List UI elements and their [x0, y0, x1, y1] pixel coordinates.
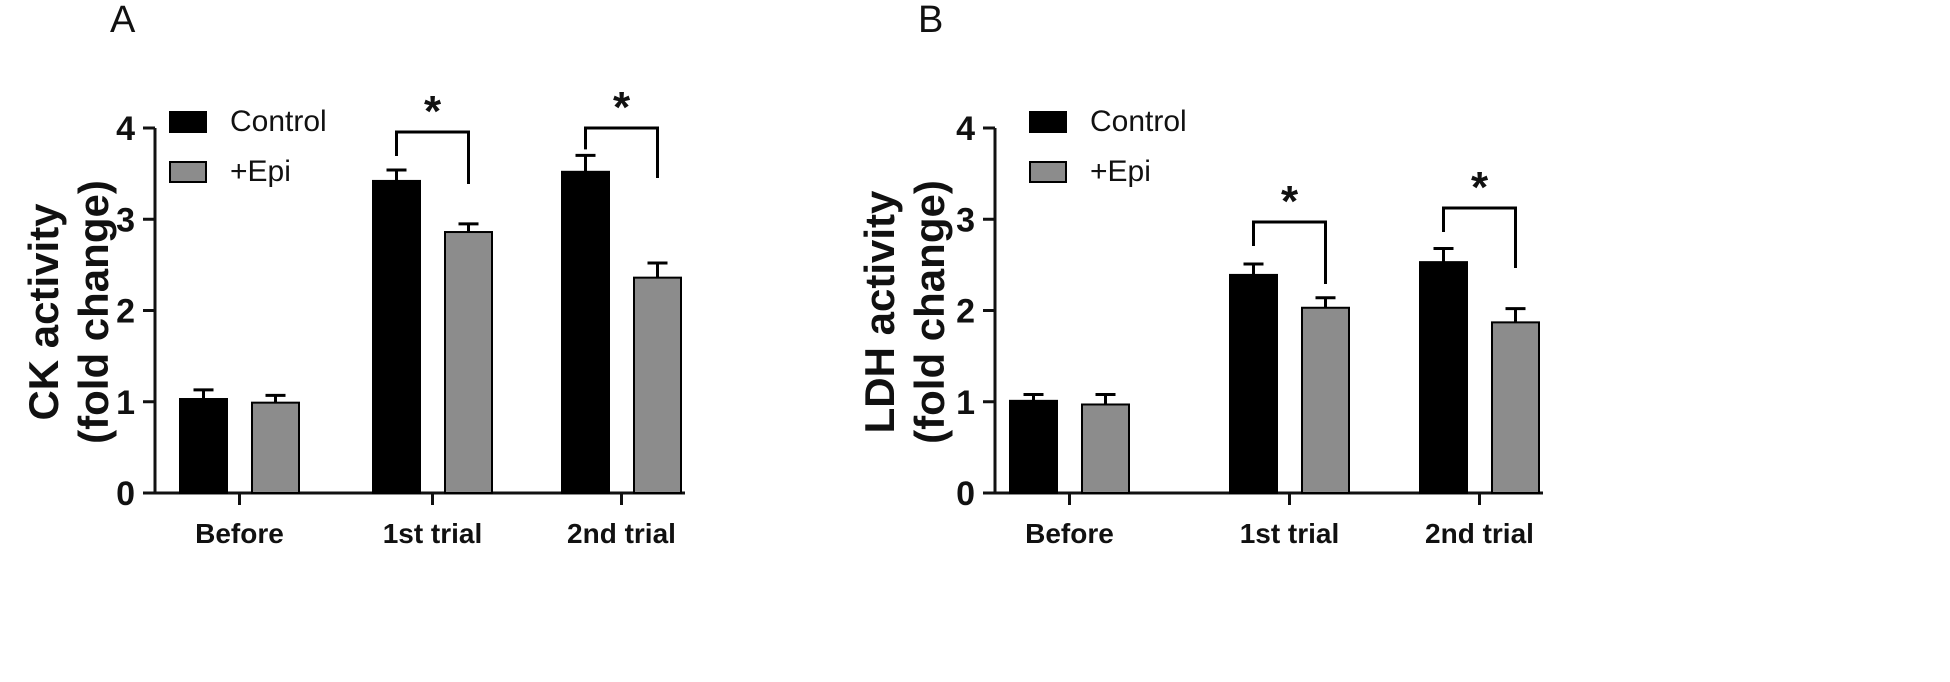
- axes: 0 1 2 3 4 Before 1st trial 2nd trial: [116, 110, 685, 549]
- significance-bracket: [1252, 220, 1327, 284]
- significance-markers: * *: [1252, 163, 1517, 284]
- y-axis-label-line2: (fold change): [906, 180, 953, 444]
- bar-epi: [1491, 321, 1540, 494]
- y-axis-label-line1: CK activity: [20, 203, 67, 421]
- error-bars: [193, 153, 668, 403]
- significance-star: *: [613, 83, 631, 132]
- panel-b: B LDH activity (fold change) 0 1 2 3 4 Before…: [856, 0, 1543, 549]
- bar-control: [1229, 273, 1278, 494]
- significance-star: *: [1471, 163, 1489, 212]
- legend-swatch: [1029, 161, 1067, 183]
- y-axis-label-line1: LDH activity: [856, 190, 903, 433]
- significance-bracket: [1442, 206, 1517, 268]
- y-tick-label: 4: [956, 110, 975, 148]
- bar-control: [372, 179, 421, 495]
- error-bars: [1023, 246, 1526, 405]
- bar-control: [179, 398, 228, 495]
- x-tick-label: 1st trial: [1240, 518, 1340, 549]
- x-tick-label: 2nd trial: [1425, 518, 1534, 549]
- bar-control: [1419, 261, 1468, 495]
- y-tick-label: 0: [956, 475, 975, 513]
- bar-control: [561, 170, 610, 495]
- legend-label: +Epi: [1090, 155, 1151, 188]
- legend-swatch: [169, 111, 207, 133]
- x-tick-label: 1st trial: [383, 518, 483, 549]
- legend-label: Control: [1090, 105, 1187, 138]
- y-tick-label: 1: [956, 384, 975, 422]
- y-tick-label: 4: [116, 110, 135, 148]
- bars: [179, 170, 682, 495]
- significance-star: *: [424, 87, 442, 136]
- significance-markers: * *: [395, 83, 659, 184]
- bar-epi: [251, 401, 300, 495]
- legend-swatch: [169, 161, 207, 183]
- panel-a: A CK activity (fold change) 0 1 2 3 4 Before 1…: [20, 0, 685, 549]
- significance-star: *: [1281, 177, 1299, 226]
- y-tick-label: 3: [116, 201, 135, 239]
- y-tick-label: 0: [116, 475, 135, 513]
- bar-epi: [1081, 403, 1130, 494]
- y-tick-label: 1: [116, 384, 135, 422]
- bar-control: [1009, 399, 1058, 494]
- x-tick-label: 2nd trial: [567, 518, 676, 549]
- y-axis-label-line2: (fold change): [70, 180, 117, 444]
- significance-bracket: [395, 130, 470, 184]
- y-tick-label: 3: [956, 201, 975, 239]
- bar-epi: [1301, 306, 1350, 495]
- panel-letter: A: [110, 0, 136, 41]
- legend-swatch: [1029, 111, 1067, 133]
- y-tick-label: 2: [116, 293, 135, 331]
- y-tick-label: 2: [956, 293, 975, 331]
- bar-epi: [444, 231, 493, 494]
- x-tick-label: Before: [1025, 518, 1114, 549]
- bars: [1009, 261, 1540, 495]
- bar-epi: [633, 276, 682, 494]
- legend: Control +Epi: [169, 105, 327, 188]
- significance-bracket: [584, 126, 659, 178]
- legend-label: Control: [230, 105, 327, 138]
- panel-letter: B: [918, 0, 943, 41]
- legend-label: +Epi: [230, 155, 291, 188]
- x-tick-label: Before: [195, 518, 284, 549]
- legend: Control +Epi: [1029, 105, 1187, 188]
